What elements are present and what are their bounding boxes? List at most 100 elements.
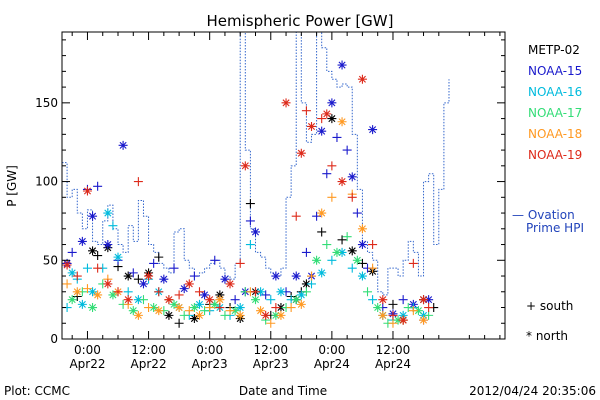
data-point [408, 258, 418, 268]
data-point [113, 287, 123, 297]
data-point [352, 208, 362, 218]
data-point [123, 287, 133, 297]
data-point [419, 310, 429, 320]
data-point [220, 274, 230, 284]
data-point [363, 287, 373, 297]
data-point [250, 295, 260, 305]
marker-legend-north: * north [526, 329, 568, 343]
data-point [347, 246, 357, 256]
x-tick-time: 12:00 [253, 343, 288, 357]
data-point [317, 208, 327, 218]
data-point [123, 271, 133, 281]
x-tick-time: 0:00 [196, 343, 223, 357]
data-point [301, 287, 311, 297]
data-point [378, 310, 388, 320]
data-point [357, 271, 367, 281]
data-point [103, 240, 113, 250]
data-point [317, 268, 327, 278]
data-point [179, 310, 189, 320]
data-point [266, 295, 276, 305]
data-point [108, 221, 118, 231]
data-point [317, 114, 327, 124]
data-point [240, 161, 250, 171]
data-point [296, 290, 306, 300]
data-point [398, 315, 408, 325]
data-point [88, 246, 98, 256]
data-point [322, 240, 332, 250]
ovation-legend-line1: — Ovation [512, 208, 575, 222]
data-point [210, 255, 220, 265]
data-point [82, 186, 92, 196]
y-tick-label: 100 [35, 175, 58, 189]
data-point [159, 274, 169, 284]
data-point [327, 161, 337, 171]
data-point [62, 279, 72, 289]
data-point [291, 271, 301, 281]
y-tick-label: 0 [50, 332, 58, 346]
plot-frame [61, 31, 506, 340]
data-point [215, 290, 225, 300]
data-point [291, 211, 301, 221]
x-tick-date: Apr23 [192, 357, 228, 371]
data-point [368, 263, 378, 273]
x-axis-label: Date and Time [239, 384, 327, 398]
data-point [250, 227, 260, 237]
data-point [225, 306, 235, 316]
data-point [312, 211, 322, 221]
data-point [347, 263, 357, 273]
x-tick-date: Apr22 [69, 357, 105, 371]
data-point [307, 121, 317, 131]
data-point [133, 177, 143, 187]
y-axis: 0 50 100 150 [35, 39, 505, 346]
data-point [93, 263, 103, 273]
data-point [205, 295, 215, 305]
data-point [77, 236, 87, 246]
data-point [332, 132, 342, 142]
data-point [332, 247, 342, 257]
data-point [133, 295, 143, 305]
data-point [378, 295, 388, 305]
data-point [322, 169, 332, 179]
data-point [261, 290, 271, 300]
data-point [235, 310, 245, 320]
x-axis: 0:00Apr2212:00Apr220:00Apr2312:00Apr230:… [69, 32, 501, 371]
data-point [291, 295, 301, 305]
data-point [220, 310, 230, 320]
data-point [210, 299, 220, 309]
footer-right: 2012/04/24 20:35:06 [469, 384, 596, 398]
x-tick-time: 12:00 [376, 343, 411, 357]
data-point [250, 287, 260, 297]
data-point [322, 109, 332, 119]
data-point [103, 279, 113, 289]
data-point [347, 172, 357, 182]
data-point [205, 303, 215, 313]
data-point [128, 268, 138, 278]
data-point [388, 310, 398, 320]
data-point [113, 252, 123, 262]
data-point [77, 299, 87, 309]
data-point [368, 125, 378, 135]
footer-left: Plot: CCMC [4, 384, 70, 398]
data-point [419, 315, 429, 325]
data-point [424, 310, 434, 320]
data-point [200, 306, 210, 316]
data-point [103, 208, 113, 218]
x-tick-date: Apr24 [314, 357, 350, 371]
data-point [276, 287, 286, 297]
data-point [373, 303, 383, 313]
data-point [342, 232, 352, 242]
data-point [62, 260, 72, 270]
legend-entry-noaa-17: NOAA-17 [528, 106, 582, 120]
data-point [93, 181, 103, 191]
data-point [154, 252, 164, 262]
y-axis-label: P [GW] [5, 165, 19, 207]
legend: METP-02 NOAA-15 NOAA-16 NOAA-17 NOAA-18 NOAA-… [528, 43, 582, 162]
data-point [194, 310, 204, 320]
series-noaa-18 [62, 117, 429, 328]
data-point [347, 192, 357, 202]
legend-entry-metp-02: METP-02 [528, 43, 580, 57]
data-point [245, 199, 255, 209]
marker-legend-south: + south [526, 299, 573, 313]
data-point [357, 258, 367, 268]
